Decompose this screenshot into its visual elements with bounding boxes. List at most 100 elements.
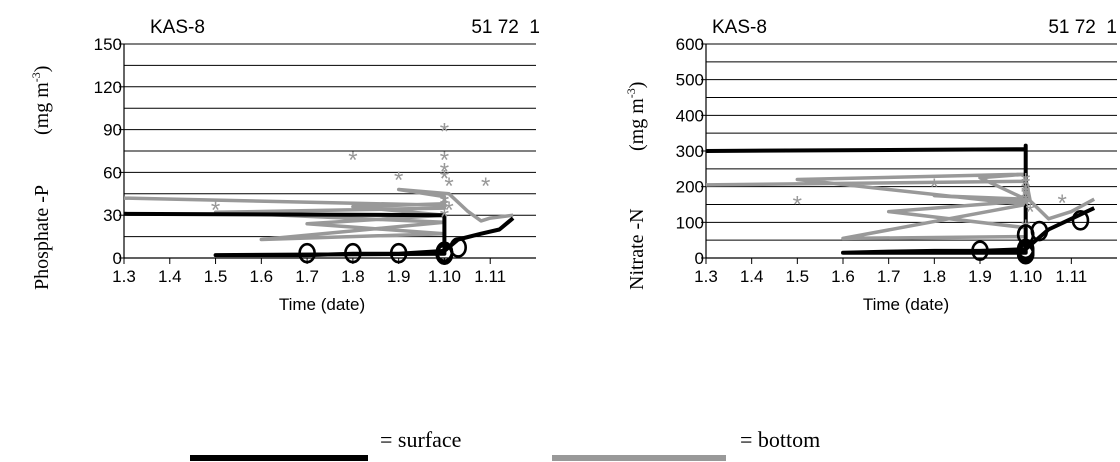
surface-sample-point <box>449 237 467 258</box>
x-tick-label: 1.6 <box>250 267 274 286</box>
x-tick-label: 1.10 <box>428 267 461 286</box>
bottom-sample-point: * <box>440 147 449 174</box>
surface-sample-markers <box>298 237 467 265</box>
surface-sample-point <box>344 242 362 264</box>
bottom-sample-point: * <box>440 166 449 193</box>
y-axis-label: Nitrate -N <box>626 208 648 290</box>
bottom-series-line <box>705 172 1096 241</box>
surface-sample-point <box>389 242 408 264</box>
bottom-sample-point: * <box>1021 192 1030 219</box>
x-tick-label: 1.11 <box>474 267 506 286</box>
bottom-sample-point: * <box>793 192 802 219</box>
x-tick-label: 1.3 <box>694 267 718 286</box>
bottom-sample-point: * <box>440 119 449 146</box>
x-tick-label: 1.7 <box>295 267 319 286</box>
y-axis-unit: (mg m-3) <box>29 66 53 135</box>
bottom-sample-point: * <box>440 204 449 231</box>
y-tick-label: 60 <box>103 163 122 182</box>
series-lines <box>705 143 1096 255</box>
x-axis-label: Time (date) <box>279 295 365 314</box>
y-tick-label: 300 <box>676 142 704 161</box>
corner-label: 51 72 1 <box>471 17 540 38</box>
surface-sample-point <box>298 242 316 264</box>
bottom-sample-point: * <box>444 197 453 224</box>
x-tick-label: 1.3 <box>112 267 136 286</box>
bottom-sample-point: * <box>444 173 453 200</box>
surface-sample-point <box>971 240 989 261</box>
y-tick-label: 90 <box>103 121 122 140</box>
y-tick-label: 120 <box>94 78 122 97</box>
bottom-sample-point: * <box>1021 177 1030 204</box>
bottom-sample-point: * <box>440 194 449 221</box>
x-tick-label: 1.8 <box>341 267 365 286</box>
legend-bottom-label: = bottom <box>740 427 820 452</box>
bottom-sample-point: * <box>440 190 449 217</box>
surface-sample-point <box>1071 210 1090 231</box>
surface-sample-point <box>1016 240 1035 261</box>
bottom-sample-point: * <box>440 166 449 193</box>
bottom-sample-point: * <box>1021 183 1030 210</box>
bottom-sample-point: * <box>1021 188 1030 215</box>
x-tick-label: 1.9 <box>387 267 411 286</box>
x-tick-label: 1.11 <box>1055 267 1087 286</box>
station-label: KAS-8 <box>150 17 205 38</box>
y-tick-label: 30 <box>103 206 122 225</box>
bottom-sample-point: * <box>440 190 449 217</box>
grid-lines <box>124 43 536 238</box>
y-tick-labels: 0 30 60 90 120 150 <box>94 35 122 268</box>
bottom-sample-point: * <box>1021 215 1030 242</box>
x-axis-label: Time (date) <box>863 295 949 314</box>
x-tick-labels: 1.3 1.4 1.5 1.6 1.7 1.8 1.9 1.10 1.11 <box>112 267 506 286</box>
bottom-sample-point: * <box>211 197 220 224</box>
x-tick-label: 1.10 <box>1009 267 1042 286</box>
legend: = surface = bottom <box>190 427 820 461</box>
bottom-sample-point: * <box>348 147 357 174</box>
corner-label: 51 72 1 <box>1048 17 1117 38</box>
y-axis <box>119 43 125 259</box>
x-tick-label: 1.4 <box>740 267 764 286</box>
bottom-sample-point: * <box>930 174 939 201</box>
x-tick-label: 1.6 <box>831 267 855 286</box>
y-tick-label: 500 <box>676 71 704 90</box>
legend-surface-label: = surface <box>380 427 461 452</box>
x-tick-labels: 1.3 1.4 1.5 1.6 1.7 1.8 1.9 1.10 1.11 <box>694 267 1087 286</box>
bottom-sample-point: * <box>481 173 490 200</box>
x-axis <box>123 257 536 264</box>
y-tick-label: 0 <box>695 249 704 268</box>
bottom-sample-point: * <box>1021 169 1030 196</box>
bottom-sample-point: * <box>1058 190 1067 217</box>
x-tick-label: 1.4 <box>158 267 182 286</box>
x-tick-label: 1.5 <box>204 267 228 286</box>
surface-sample-point <box>1030 220 1049 242</box>
y-axis-label: Phosphate -P <box>31 185 53 290</box>
x-tick-label: 1.7 <box>877 267 901 286</box>
y-tick-label: 600 <box>676 35 704 54</box>
x-axis <box>705 257 1117 264</box>
y-tick-label: 200 <box>676 178 704 197</box>
bottom-sample-point: * <box>1021 172 1030 199</box>
bottom-sample-point: * <box>440 159 449 186</box>
y-tick-labels: 0 100 200 300 400 500 600 <box>676 35 704 268</box>
bottom-sample-point: * <box>1021 194 1030 221</box>
series-lines <box>123 187 515 258</box>
y-tick-label: 400 <box>676 106 704 125</box>
x-tick-label: 1.9 <box>968 267 992 286</box>
y-axis-unit: (mg m-3) <box>624 82 648 151</box>
x-tick-label: 1.5 <box>786 267 810 286</box>
bottom-sample-point: * <box>1026 199 1035 226</box>
y-tick-label: 100 <box>676 213 704 232</box>
grid-lines <box>706 43 1117 241</box>
surface-series-line <box>123 211 515 258</box>
bottom-series-line <box>123 187 514 242</box>
surface-sample-markers <box>971 210 1090 265</box>
bottom-sample-point: * <box>394 167 403 194</box>
bottom-sample-markers: *************** <box>211 119 490 232</box>
x-tick-label: 1.8 <box>923 267 947 286</box>
station-label: KAS-8 <box>712 17 767 38</box>
y-tick-label: 0 <box>113 249 122 268</box>
bottom-sample-point: * <box>1021 188 1030 215</box>
bottom-sample-markers: *************** <box>793 169 1067 242</box>
